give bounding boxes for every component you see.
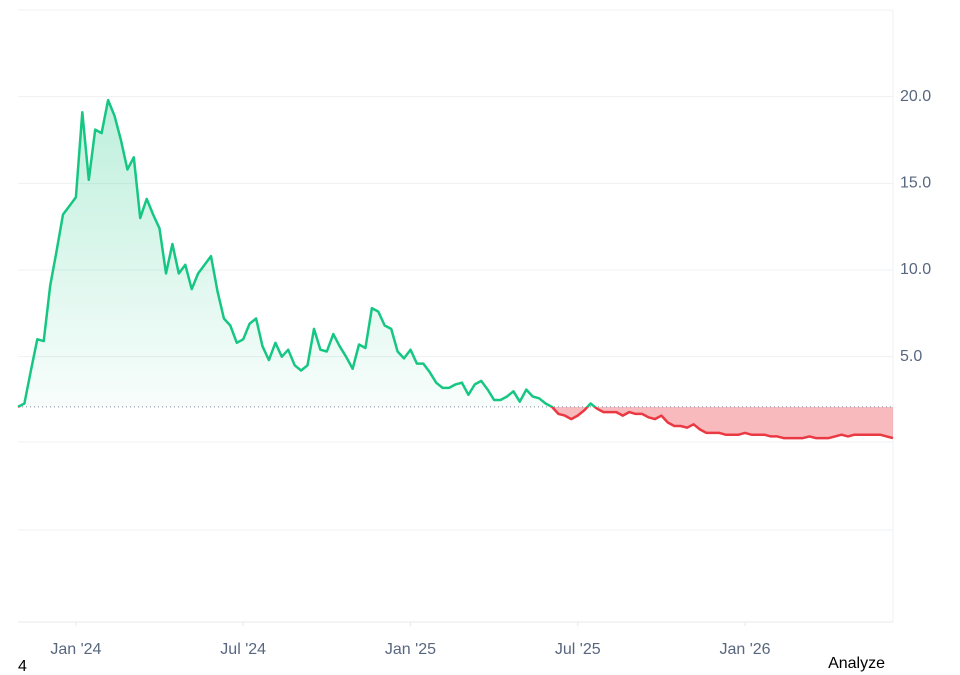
corner-label: 4 <box>18 658 27 675</box>
x-tick-label: Jan '25 <box>385 641 436 658</box>
area <box>18 100 893 439</box>
y-tick-label: 10.0 <box>900 261 931 278</box>
y-tick-label: 20.0 <box>900 88 931 105</box>
x-tick-label: Jul '25 <box>555 641 601 658</box>
x-tick-label: Jul '24 <box>220 641 266 658</box>
analyze-button[interactable]: Analyze <box>828 655 885 672</box>
x-tick-label: Jan '26 <box>719 641 770 658</box>
x-tick-label: Jan '24 <box>50 641 101 658</box>
y-tick-label: 5.0 <box>900 348 922 365</box>
price-line <box>17 98 894 440</box>
y-tick-label: 15.0 <box>900 175 931 192</box>
